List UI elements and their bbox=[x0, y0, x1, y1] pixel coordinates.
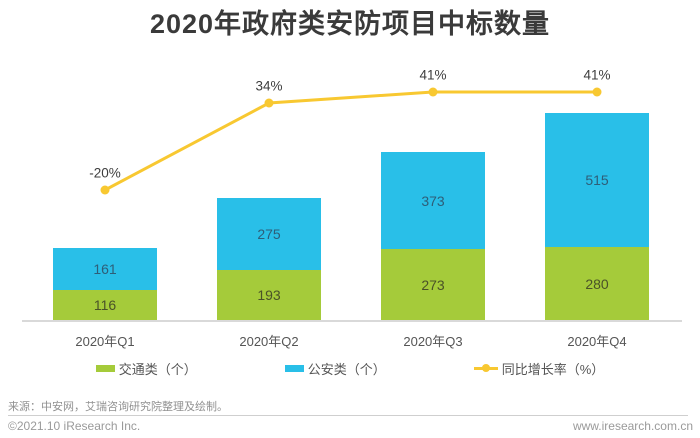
footer-row: ©2021.10 iResearch Inc. www.iresearch.co… bbox=[8, 419, 693, 433]
bar-value-label: 161 bbox=[93, 261, 117, 277]
growth-point-label: 41% bbox=[419, 67, 447, 83]
footer-divider bbox=[8, 415, 688, 416]
bar-segment-traffic-1: 116 bbox=[53, 290, 157, 320]
bar-value-label: 275 bbox=[257, 226, 281, 242]
bar-value-label: 515 bbox=[585, 172, 609, 188]
bar-segment-traffic-3: 273 bbox=[381, 249, 485, 320]
growth-point-label: 34% bbox=[255, 78, 283, 94]
x-axis-label: 2020年Q2 bbox=[239, 334, 299, 349]
growth-point-label: -20% bbox=[89, 165, 121, 181]
growth-point-label: 41% bbox=[583, 67, 611, 83]
x-axis-line bbox=[22, 320, 682, 322]
growth-line-dot bbox=[481, 364, 490, 372]
source-note: 来源：中安网，艾瑞咨询研究院整理及绘制。 bbox=[8, 401, 228, 413]
growth-line-icon bbox=[473, 363, 498, 373]
traffic-swatch-icon bbox=[95, 364, 115, 372]
growth-line-path bbox=[103, 90, 599, 192]
legend-label-traffic: 交通类（个） bbox=[118, 361, 197, 377]
legend: 交通类（个） 公安类（个） 同比增长率（%） bbox=[0, 358, 700, 378]
bar-value-label: 280 bbox=[585, 275, 609, 292]
bar-segment-traffic-4: 280 bbox=[545, 247, 649, 320]
bar-value-label: 273 bbox=[421, 276, 445, 293]
bar-value-label: 116 bbox=[93, 297, 117, 313]
growth-line-point bbox=[264, 98, 274, 108]
police-swatch-icon bbox=[284, 364, 304, 372]
x-axis-label: 2020年Q1 bbox=[75, 334, 135, 349]
growth-line-point bbox=[100, 185, 110, 195]
x-axis-label: 2020年Q4 bbox=[567, 334, 627, 349]
bar-segment-police-4: 515 bbox=[545, 113, 649, 247]
legend-item-growth: 同比增长率（%） bbox=[473, 359, 605, 378]
bar-value-label: 193 bbox=[257, 287, 281, 303]
growth-line-point bbox=[592, 87, 602, 97]
copyright-text: ©2021.10 iResearch Inc. bbox=[8, 419, 141, 433]
legend-item-police: 公安类（个） bbox=[284, 359, 386, 378]
bar-value-label: 373 bbox=[421, 192, 445, 209]
bar-segment-police-3: 373 bbox=[381, 152, 485, 249]
bar-segment-police-2: 275 bbox=[217, 198, 321, 270]
legend-label-police: 公安类（个） bbox=[307, 361, 386, 377]
bar-segment-police-1: 161 bbox=[53, 248, 157, 290]
legend-label-growth: 同比增长率（%） bbox=[501, 361, 605, 377]
chart-title: 2020年政府类安防项目中标数量 bbox=[149, 9, 551, 39]
bar-segment-traffic-2: 193 bbox=[217, 270, 321, 320]
growth-line-point bbox=[428, 87, 438, 97]
x-axis-label: 2020年Q3 bbox=[403, 334, 463, 349]
website-url: www.iresearch.com.cn bbox=[572, 419, 693, 433]
legend-item-traffic: 交通类（个） bbox=[95, 359, 197, 378]
